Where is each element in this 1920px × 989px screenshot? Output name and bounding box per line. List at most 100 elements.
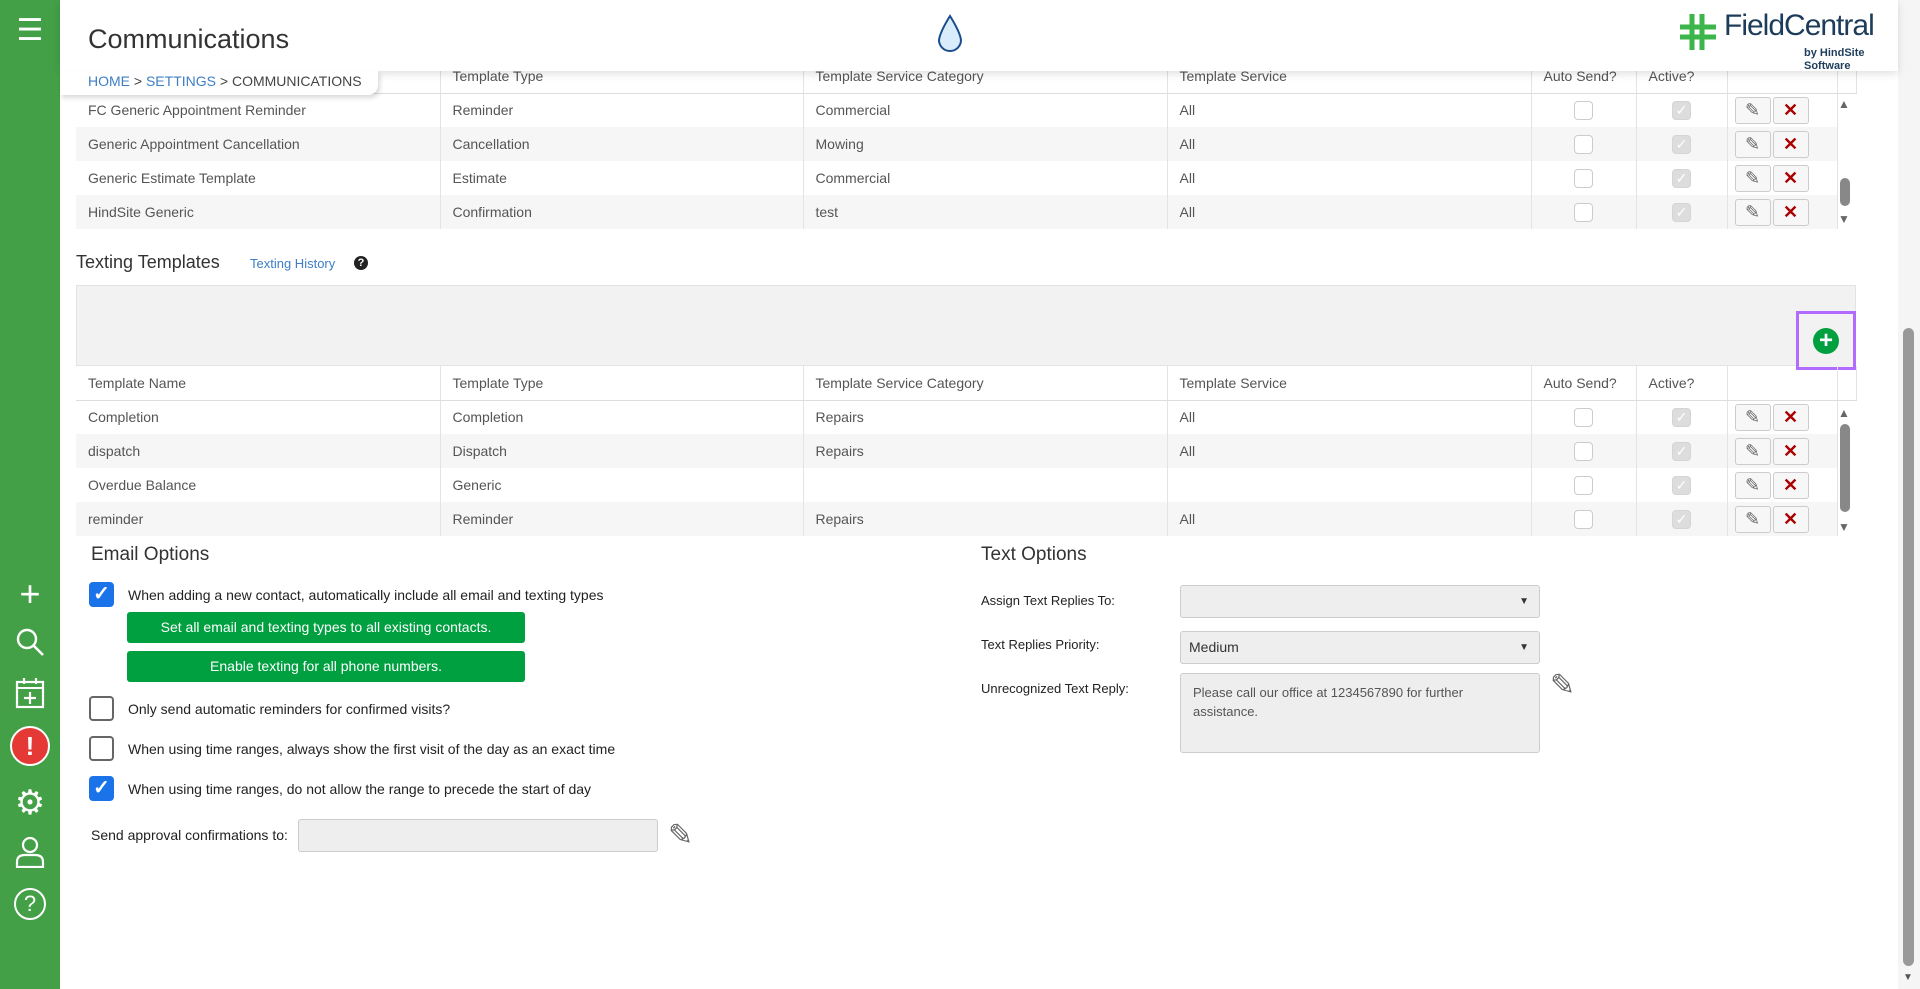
calendar-add-icon[interactable]: [10, 673, 50, 713]
help-icon[interactable]: ?: [354, 256, 368, 270]
breadcrumb-current: COMMUNICATIONS: [231, 73, 362, 89]
table-row[interactable]: Generic Appointment Cancellation Cancella…: [76, 127, 1856, 161]
breadcrumb-home[interactable]: HOME: [88, 73, 130, 89]
auto-send-checkbox[interactable]: [1574, 441, 1593, 461]
column-header[interactable]: Template Name: [76, 366, 441, 401]
unrecognized-reply-textarea[interactable]: Please call our office at 1234567890 for…: [1180, 673, 1540, 753]
table-scrollbar-thumb[interactable]: [1840, 424, 1850, 512]
edit-button[interactable]: ✎: [1734, 505, 1771, 533]
table-row[interactable]: reminder Reminder Repairs All ✓ ✎ ✕: [76, 502, 1856, 536]
active-checkbox[interactable]: ✓: [1672, 441, 1691, 461]
scroll-down-icon[interactable]: ▼: [1903, 972, 1913, 983]
delete-button[interactable]: ✕: [1772, 164, 1809, 192]
brand-name: FieldCentral: [1724, 9, 1875, 42]
alert-icon[interactable]: !: [10, 726, 50, 766]
column-header[interactable]: Template Service: [1167, 366, 1532, 401]
cell-category: Repairs: [803, 400, 1168, 434]
breadcrumb-settings[interactable]: SETTINGS: [145, 73, 216, 89]
confirmed-visits-checkbox[interactable]: [89, 696, 114, 721]
priority-select[interactable]: Medium ▼: [1180, 631, 1540, 664]
column-header[interactable]: Auto Send?: [1531, 366, 1637, 401]
active-checkbox[interactable]: ✓: [1672, 407, 1691, 427]
column-header[interactable]: Template Type: [440, 366, 804, 401]
cell-category: Mowing: [803, 127, 1168, 161]
cell-category: test: [803, 195, 1168, 229]
texting-history-link[interactable]: Texting History: [250, 256, 336, 271]
auto-send-checkbox[interactable]: [1574, 475, 1593, 495]
fieldcentral-logo-icon: [1678, 12, 1718, 52]
delete-button[interactable]: ✕: [1772, 96, 1809, 124]
menu-icon[interactable]: ☰: [16, 13, 44, 47]
edit-button[interactable]: ✎: [1734, 403, 1771, 431]
active-checkbox[interactable]: ✓: [1672, 100, 1691, 120]
add-icon[interactable]: +: [19, 573, 41, 614]
edit-button[interactable]: ✎: [1734, 164, 1771, 192]
enable-texting-button[interactable]: Enable texting for all phone numbers.: [127, 651, 525, 682]
search-icon[interactable]: [10, 622, 50, 662]
delete-button[interactable]: ✕: [1772, 505, 1809, 533]
cell-type: Completion: [440, 400, 804, 434]
delete-button[interactable]: ✕: [1772, 471, 1809, 499]
column-header[interactable]: Active?: [1636, 366, 1728, 401]
help-icon[interactable]: ?: [10, 884, 50, 924]
active-checkbox[interactable]: ✓: [1672, 134, 1691, 154]
unrecognized-label: Unrecognized Text Reply:: [981, 681, 1129, 696]
gear-icon[interactable]: ⚙: [14, 784, 46, 822]
scroll-down-icon[interactable]: ▼: [1838, 212, 1850, 226]
auto-send-checkbox[interactable]: [1574, 509, 1593, 529]
approval-email-field[interactable]: [298, 819, 658, 852]
delete-button[interactable]: ✕: [1772, 198, 1809, 226]
edit-button[interactable]: ✎: [1734, 96, 1771, 124]
table-row[interactable]: dispatch Dispatch Repairs All ✓ ✎ ✕: [76, 434, 1856, 468]
close-icon: ✕: [1782, 201, 1799, 222]
exact-time-checkbox[interactable]: [89, 736, 114, 761]
cell-category: Repairs: [803, 434, 1168, 468]
pencil-icon: ✎: [1744, 201, 1761, 222]
close-icon: ✕: [1782, 474, 1799, 495]
auto-send-checkbox[interactable]: [1574, 168, 1593, 188]
auto-send-checkbox[interactable]: [1574, 134, 1593, 154]
page-scrollbar-thumb[interactable]: [1903, 328, 1914, 966]
no-precede-checkbox[interactable]: ✓: [89, 776, 114, 801]
active-checkbox[interactable]: ✓: [1672, 202, 1691, 222]
delete-button[interactable]: ✕: [1772, 130, 1809, 158]
table-row[interactable]: Generic Estimate Template Estimate Commerc…: [76, 161, 1856, 195]
delete-button[interactable]: ✕: [1772, 437, 1809, 465]
cell-name: reminder: [76, 502, 441, 536]
scroll-down-icon[interactable]: ▼: [1838, 520, 1850, 534]
pencil-icon[interactable]: ✎: [1550, 669, 1576, 702]
table-row[interactable]: HindSite Generic Confirmation test All ✓ ✎ ✕: [76, 195, 1856, 229]
scroll-up-icon[interactable]: ▲: [1838, 406, 1850, 420]
scroll-up-icon[interactable]: ▲: [1838, 97, 1850, 111]
column-header[interactable]: Template Service Category: [803, 366, 1168, 401]
add-texting-template-button[interactable]: +: [1796, 311, 1856, 370]
delete-button[interactable]: ✕: [1772, 403, 1809, 431]
active-checkbox[interactable]: ✓: [1672, 168, 1691, 188]
table-scrollbar-thumb[interactable]: [1840, 178, 1850, 206]
active-checkbox[interactable]: ✓: [1672, 509, 1691, 529]
breadcrumb: HOME > SETTINGS > COMMUNICATIONS: [60, 71, 378, 95]
close-icon: ✕: [1782, 167, 1799, 188]
set-all-types-button[interactable]: Set all email and texting types to all e…: [127, 612, 525, 643]
table-row[interactable]: Completion Completion Repairs All ✓ ✎ ✕: [76, 400, 1856, 434]
auto-send-checkbox[interactable]: [1574, 100, 1593, 120]
auto-include-types-checkbox[interactable]: ✓: [89, 582, 114, 607]
table-row[interactable]: Overdue Balance Generic ✓ ✎ ✕: [76, 468, 1856, 502]
chevron-down-icon: ▼: [1519, 642, 1529, 653]
edit-button[interactable]: ✎: [1734, 198, 1771, 226]
user-icon[interactable]: [10, 832, 50, 872]
assign-replies-select[interactable]: ▼: [1180, 585, 1540, 618]
edit-button[interactable]: ✎: [1734, 471, 1771, 499]
table-row[interactable]: FC Generic Appointment Reminder Reminder C…: [76, 93, 1856, 127]
edit-button[interactable]: ✎: [1734, 437, 1771, 465]
active-checkbox[interactable]: ✓: [1672, 475, 1691, 495]
cell-service: All: [1167, 127, 1532, 161]
cell-service: [1167, 468, 1532, 502]
sidebar: ☰ + ! ⚙ ?: [0, 0, 60, 989]
auto-send-checkbox[interactable]: [1574, 407, 1593, 427]
cell-type: Reminder: [440, 93, 804, 127]
auto-send-checkbox[interactable]: [1574, 202, 1593, 222]
pencil-icon[interactable]: ✎: [668, 819, 694, 852]
edit-button[interactable]: ✎: [1734, 130, 1771, 158]
page-scrollbar[interactable]: ▼: [1898, 0, 1920, 989]
